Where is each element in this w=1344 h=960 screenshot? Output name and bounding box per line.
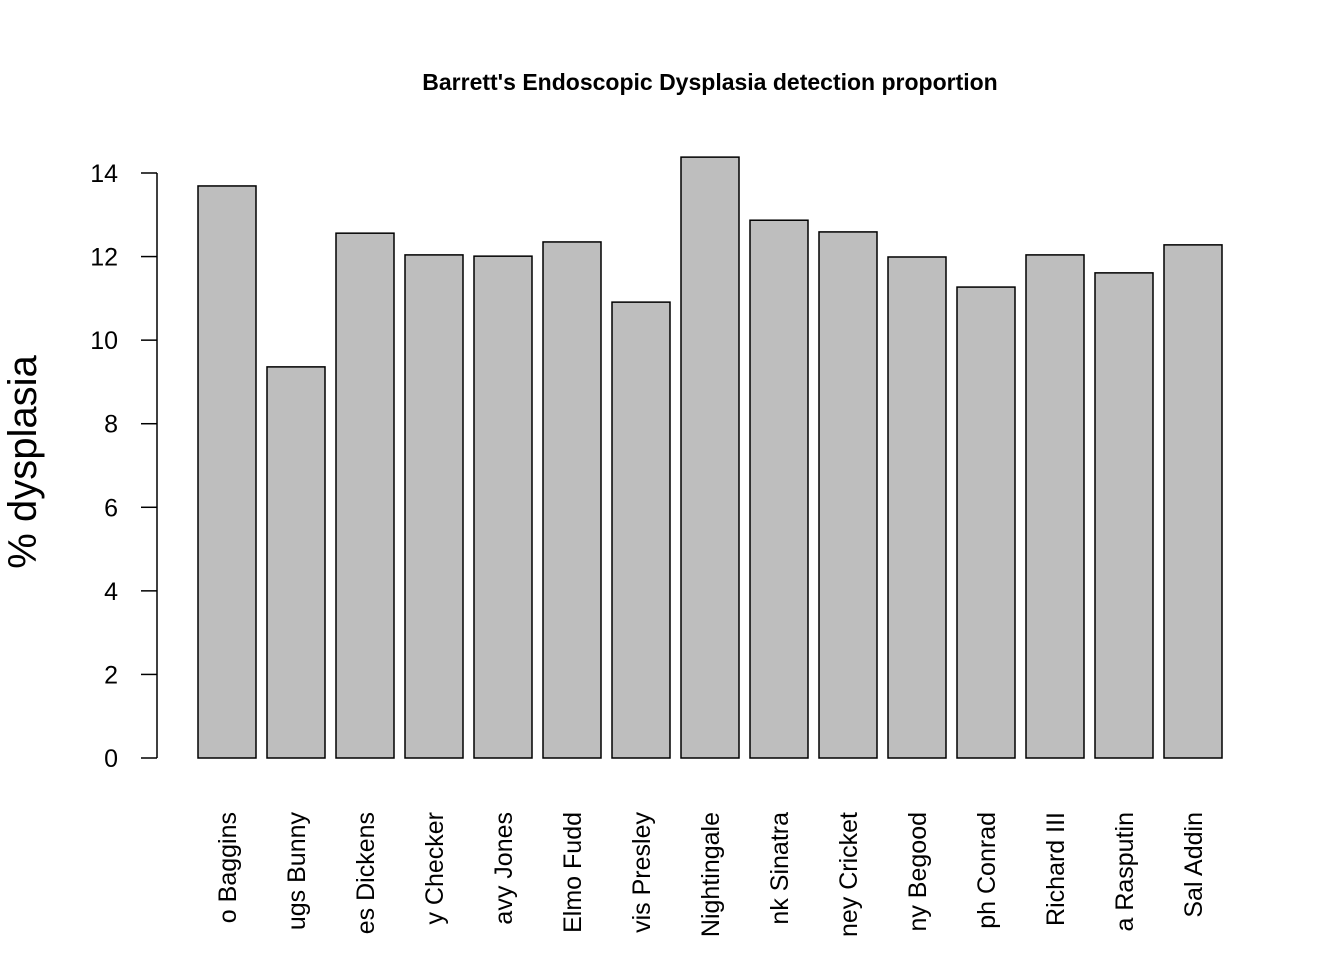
y-tick-label: 0 <box>104 745 118 773</box>
y-axis-label: % dysplasia <box>1 355 45 569</box>
y-tick-label: 12 <box>90 244 118 272</box>
x-tick-label: a Rasputin <box>1111 812 1139 932</box>
x-tick-label: Sal Addin <box>1180 812 1208 918</box>
y-tick-label: 8 <box>104 411 118 439</box>
bar <box>1094 272 1154 759</box>
y-tick-label: 14 <box>90 160 118 188</box>
x-tick-label: Elmo Fudd <box>559 812 587 933</box>
x-tick-label: y Checker <box>421 812 449 925</box>
bar <box>887 256 947 759</box>
bar <box>749 219 809 759</box>
bar <box>542 241 602 759</box>
y-tick-label: 10 <box>90 327 118 355</box>
x-tick-label: Nightingale <box>697 812 725 937</box>
x-tick-label: vis Presley <box>628 812 656 933</box>
x-tick-label: ny Begood <box>904 812 932 932</box>
bar <box>680 156 740 759</box>
x-tick-label: Richard III <box>1042 812 1070 926</box>
bar <box>266 366 326 759</box>
bar <box>404 254 464 759</box>
bar <box>818 231 878 759</box>
y-tick-label: 4 <box>104 578 118 606</box>
bar <box>335 232 395 759</box>
x-tick-label: ney Cricket <box>835 812 863 937</box>
x-tick-label: ph Conrad <box>973 812 1001 929</box>
bar <box>197 185 257 759</box>
x-tick-label: avy Jones <box>490 812 518 925</box>
bar <box>1025 254 1085 759</box>
x-tick-label: ugs Bunny <box>283 812 311 931</box>
chart-title: Barrett's Endoscopic Dysplasia detection… <box>422 69 997 95</box>
bar <box>611 301 671 759</box>
x-tick-label: es Dickens <box>352 812 380 934</box>
y-tick-label: 2 <box>104 661 118 689</box>
x-tick-label: nk Sinatra <box>766 812 794 925</box>
x-tick-label: o Baggins <box>214 812 242 923</box>
bar <box>1163 244 1223 759</box>
bar <box>956 286 1016 759</box>
y-tick-label: 6 <box>104 494 118 522</box>
bar <box>473 255 533 759</box>
